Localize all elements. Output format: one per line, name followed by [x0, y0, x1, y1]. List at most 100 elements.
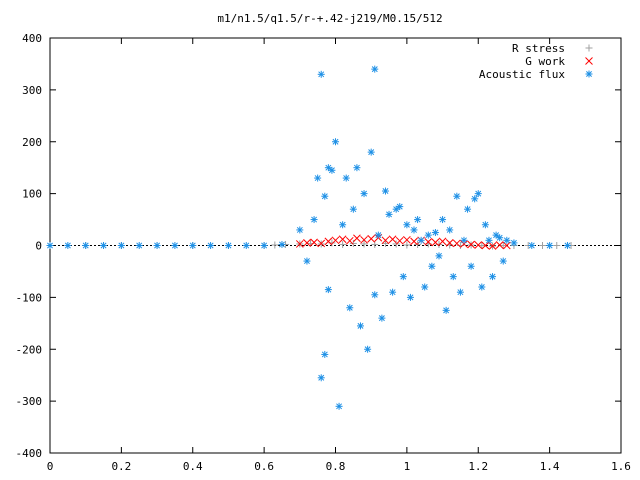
series-acoustic-flux: [46, 65, 571, 410]
acoustic-flux-point: [478, 283, 486, 291]
acoustic-flux-point: [317, 374, 325, 382]
r-stress-point: [553, 242, 561, 249]
acoustic-flux-point: [349, 205, 357, 213]
g-work-point: [452, 239, 461, 248]
g-work-point: [460, 240, 468, 248]
g-work-point: [388, 235, 397, 244]
acoustic-flux-point: [414, 216, 422, 224]
acoustic-flux-point: [339, 221, 347, 229]
acoustic-flux-point: [153, 242, 161, 249]
acoustic-flux-point: [492, 231, 500, 239]
chart-title: m1/n1.5/q1.5/r-+.42-j219/M0.15/512: [217, 12, 442, 25]
g-work-point: [467, 240, 475, 249]
acoustic-flux-point: [464, 205, 472, 213]
acoustic-flux-point: [371, 291, 379, 299]
x-tick-label: 0.8: [326, 460, 346, 473]
acoustic-flux-point: [346, 304, 354, 312]
g-work-point: [324, 237, 333, 246]
y-tick-label: 200: [22, 136, 42, 149]
acoustic-flux-point: [510, 239, 518, 247]
y-tick-label: 100: [22, 188, 42, 201]
y-tick-label: -100: [16, 291, 43, 304]
acoustic-flux-point: [381, 187, 389, 195]
acoustic-flux-point: [324, 286, 332, 294]
r-stress-point: [499, 242, 507, 249]
acoustic-flux-point: [171, 242, 179, 249]
r-stress-point: [538, 242, 546, 249]
g-work-point: [445, 239, 454, 247]
g-work-point: [481, 241, 490, 250]
x-tick-label: 0: [47, 460, 54, 473]
data-points: [46, 65, 575, 410]
series-r-stress: [46, 239, 575, 250]
acoustic-flux-point: [528, 242, 536, 249]
g-work-point: [410, 237, 418, 246]
legend-marker: [585, 70, 593, 78]
acoustic-flux-point: [321, 192, 329, 200]
acoustic-flux-point: [421, 283, 429, 291]
acoustic-flux-point: [428, 262, 436, 270]
r-stress-point: [349, 239, 357, 247]
acoustic-flux-point: [242, 242, 250, 249]
r-stress-point: [271, 241, 279, 249]
acoustic-flux-point: [364, 345, 372, 353]
g-work-point: [331, 236, 340, 245]
g-work-point: [310, 238, 318, 247]
acoustic-flux-point: [378, 314, 386, 322]
acoustic-flux-point: [503, 236, 511, 244]
acoustic-flux-point: [460, 236, 468, 244]
acoustic-flux-point: [321, 350, 329, 358]
legend-label: R stress: [512, 42, 565, 55]
acoustic-flux-point: [431, 229, 439, 237]
acoustic-flux-point: [546, 242, 554, 249]
acoustic-flux-point: [471, 195, 479, 203]
y-tick-label: -400: [16, 447, 43, 460]
acoustic-flux-point: [496, 234, 504, 242]
g-work-point: [367, 234, 376, 243]
acoustic-flux-point: [456, 288, 464, 296]
acoustic-flux-point: [64, 242, 72, 249]
g-work-point: [431, 238, 440, 247]
acoustic-flux-point: [100, 242, 108, 249]
legend-label: Acoustic flux: [479, 68, 565, 81]
r-stress-point: [381, 239, 389, 247]
g-work-point: [495, 241, 504, 249]
legend-marker: [585, 44, 593, 52]
axis-ticks: 0 0.2 0.4 0.6 0.8 1 1.2 1.4 1.6 400 300 200 100 0 -100…: [16, 32, 631, 473]
y-tick-label: -200: [16, 343, 43, 356]
acoustic-flux-point: [489, 273, 497, 281]
acoustic-flux-point: [260, 242, 268, 249]
x-tick-label: 0.6: [254, 460, 274, 473]
acoustic-flux-point: [410, 226, 418, 234]
acoustic-flux-point: [360, 190, 368, 198]
acoustic-flux-point: [439, 216, 447, 224]
acoustic-flux-point: [324, 164, 332, 172]
g-work-point: [438, 237, 447, 246]
acoustic-flux-point: [374, 231, 382, 239]
x-tick-label: 1.4: [540, 460, 560, 473]
acoustic-flux-point: [563, 242, 571, 249]
acoustic-flux-point: [342, 174, 350, 182]
acoustic-flux-point: [278, 240, 286, 248]
acoustic-flux-point: [310, 216, 318, 224]
r-stress-point: [403, 241, 411, 249]
acoustic-flux-point: [189, 242, 197, 249]
g-work-point: [303, 239, 311, 247]
acoustic-flux-point: [135, 242, 143, 249]
acoustic-flux-point: [117, 242, 125, 249]
g-work-point: [474, 241, 483, 249]
g-work-point: [360, 235, 368, 244]
acoustic-flux-point: [449, 273, 457, 281]
acoustic-flux-point: [396, 203, 404, 211]
r-stress-point: [360, 240, 368, 248]
x-tick-label: 0.4: [183, 460, 203, 473]
y-tick-label: 400: [22, 32, 42, 45]
acoustic-flux-point: [328, 166, 336, 174]
acoustic-flux-point: [481, 221, 489, 229]
acoustic-flux-point: [356, 322, 364, 330]
acoustic-flux-point: [296, 226, 304, 234]
acoustic-flux-point: [442, 306, 450, 314]
acoustic-flux-point: [353, 164, 361, 172]
acoustic-flux-point: [499, 257, 507, 265]
